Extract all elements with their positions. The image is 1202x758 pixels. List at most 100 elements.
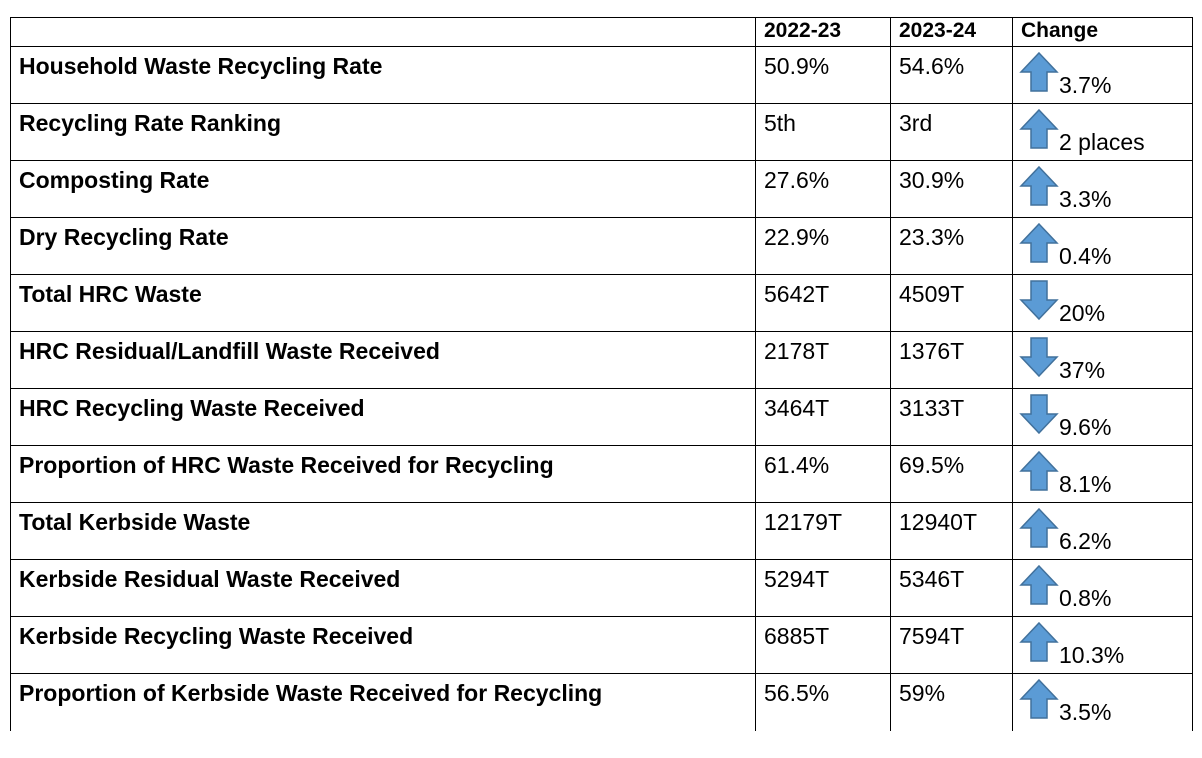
table-row: Total Kerbside Waste 12179T 12940T 6.2% [10,502,1193,560]
row-label: HRC Recycling Waste Received [10,388,756,446]
arrow-up [1019,108,1059,149]
arrow-down [1019,394,1059,435]
arrow-shape [1019,621,1059,662]
value-2022-23: 6885T [755,616,891,674]
table-row: Kerbside Recycling Waste Received 6885T 75… [10,616,1193,674]
value-2023-24: 69.5% [890,445,1013,503]
table-row: Dry Recycling Rate 22.9% 23.3% 0.4% [10,217,1193,275]
value-2022-23: 5th [755,103,891,161]
row-label: Dry Recycling Rate [10,217,756,275]
change-cell: 20% [1012,274,1193,332]
table-row: Total HRC Waste 5642T 4509T 20% [10,274,1193,332]
value-2022-23: 2178T [755,331,891,389]
value-2023-24: 5346T [890,559,1013,617]
table-body: 2022-23 2023-24 Change Household Waste R… [10,17,1193,731]
arrow-up [1019,678,1059,719]
header-row: 2022-23 2023-24 Change [10,17,1193,47]
value-2023-24: 30.9% [890,160,1013,218]
arrow-shape [1019,678,1059,719]
value-2023-24: 23.3% [890,217,1013,275]
arrow-shape [1019,222,1059,263]
value-2023-24: 7594T [890,616,1013,674]
arrow-shape [1019,108,1059,149]
value-2022-23: 22.9% [755,217,891,275]
table-row: Recycling Rate Ranking 5th 3rd 2 places [10,103,1193,161]
arrow-up [1019,621,1059,662]
value-2023-24: 59% [890,673,1013,731]
arrow-down [1019,337,1059,378]
table-row: HRC Residual/Landfill Waste Received 2178… [10,331,1193,389]
value-2023-24: 3rd [890,103,1013,161]
value-2023-24: 3133T [890,388,1013,446]
change-value: 20% [1059,300,1106,326]
change-cell: 9.6% [1012,388,1193,446]
header-cell: Change [1012,17,1193,47]
row-label: Total Kerbside Waste [10,502,756,560]
change-value: 8.1% [1059,471,1112,497]
change-value: 6.2% [1059,528,1112,554]
table-row: Proportion of Kerbside Waste Received fo… [10,673,1193,731]
value-2023-24: 54.6% [890,46,1013,104]
header-cell: 2022-23 [755,17,891,47]
row-label: Household Waste Recycling Rate [10,46,756,104]
table-row: Household Waste Recycling Rate 50.9% 54.6%… [10,46,1193,104]
value-2023-24: 4509T [890,274,1013,332]
table-row: Composting Rate 27.6% 30.9% 3.3% [10,160,1193,218]
change-cell: 3.7% [1012,46,1193,104]
value-2022-23: 3464T [755,388,891,446]
arrow-shape [1019,450,1059,491]
arrow-shape [1019,337,1059,378]
table-row: Proportion of HRC Waste Received for Rec… [10,445,1193,503]
row-label: HRC Residual/Landfill Waste Received [10,331,756,389]
arrow-up [1019,450,1059,491]
change-value: 10.3% [1059,642,1125,668]
value-2023-24: 12940T [890,502,1013,560]
arrow-up [1019,222,1059,263]
value-2022-23: 5642T [755,274,891,332]
change-value: 2 places [1059,129,1145,155]
change-cell: 2 places [1012,103,1193,161]
value-2022-23: 56.5% [755,673,891,731]
change-cell: 3.5% [1012,673,1193,731]
arrow-down [1019,280,1059,321]
change-value: 3.3% [1059,186,1112,212]
change-cell: 37% [1012,331,1193,389]
row-label: Proportion of HRC Waste Received for Rec… [10,445,756,503]
change-cell: 0.4% [1012,217,1193,275]
arrow-shape [1019,280,1059,321]
arrow-up [1019,165,1059,206]
change-value: 3.7% [1059,72,1112,98]
header-cell: 2023-24 [890,17,1013,47]
row-label: Kerbside Recycling Waste Received [10,616,756,674]
value-2022-23: 50.9% [755,46,891,104]
row-label: Recycling Rate Ranking [10,103,756,161]
change-cell: 3.3% [1012,160,1193,218]
value-2023-24: 1376T [890,331,1013,389]
change-value: 9.6% [1059,414,1112,440]
arrow-shape [1019,507,1059,548]
change-cell: 6.2% [1012,502,1193,560]
arrow-up [1019,51,1059,92]
waste-table: 2022-23 2023-24 Change Household Waste R… [10,17,1193,731]
arrow-shape [1019,165,1059,206]
table-row: HRC Recycling Waste Received 3464T 3133T 9.… [10,388,1193,446]
arrow-shape [1019,51,1059,92]
change-value: 3.5% [1059,699,1112,725]
change-value: 0.8% [1059,585,1112,611]
arrow-shape [1019,564,1059,605]
value-2022-23: 27.6% [755,160,891,218]
change-cell: 0.8% [1012,559,1193,617]
row-label: Composting Rate [10,160,756,218]
value-2022-23: 12179T [755,502,891,560]
arrow-up [1019,507,1059,548]
value-2022-23: 5294T [755,559,891,617]
change-value: 0.4% [1059,243,1112,269]
row-label: Kerbside Residual Waste Received [10,559,756,617]
row-label: Total HRC Waste [10,274,756,332]
header-blank [10,17,756,47]
value-2022-23: 61.4% [755,445,891,503]
row-label: Proportion of Kerbside Waste Received fo… [10,673,756,731]
arrow-up [1019,564,1059,605]
table-row: Kerbside Residual Waste Received 5294T 534… [10,559,1193,617]
